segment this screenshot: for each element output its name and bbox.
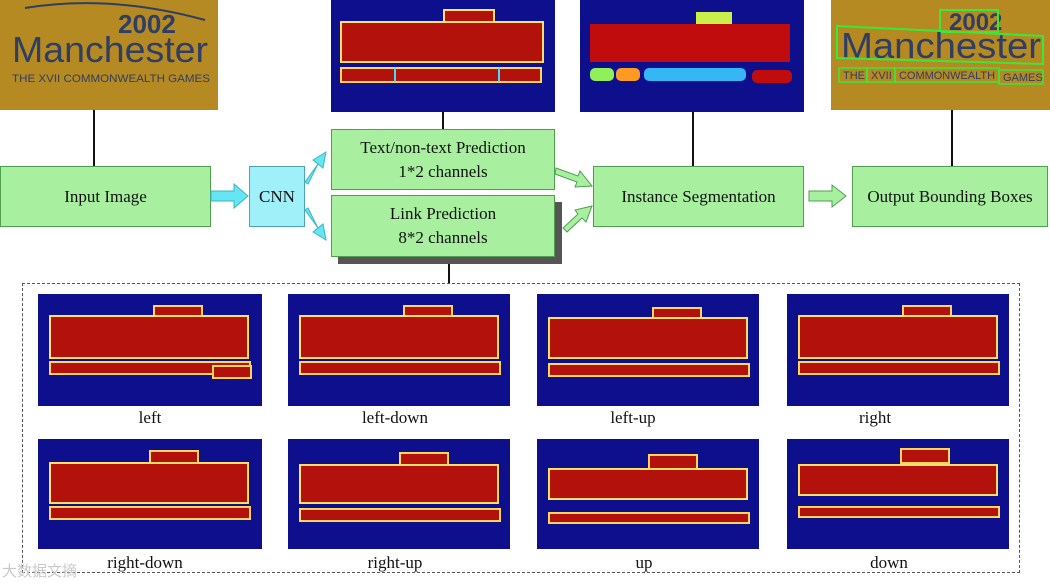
output-photo-connector xyxy=(951,110,953,166)
link-map-left xyxy=(38,294,262,406)
link-map-label-down: down xyxy=(870,553,908,572)
link-map-label-up: up xyxy=(635,553,653,572)
link-maps-connector xyxy=(448,264,450,284)
input-photo-connector xyxy=(93,110,95,166)
arrow-seg-to-output xyxy=(808,183,847,209)
link-map-label-right: right xyxy=(858,408,892,427)
cnn-label: CNN xyxy=(259,186,295,206)
arrows-layer xyxy=(210,150,847,242)
input-image-label: Input Image xyxy=(64,186,147,206)
link-map-right-down xyxy=(38,439,262,549)
arrow-cnn-to-link xyxy=(304,207,327,242)
link-map-label-left-up: left-up xyxy=(610,408,656,427)
input-photo-year: 2002 xyxy=(118,9,176,39)
link-prediction-channels: 8*2 channels xyxy=(398,228,488,247)
segmentation-connector xyxy=(692,112,694,166)
link-map-label-left: left xyxy=(138,408,162,427)
output-bounding-boxes-photo: 2002 Manchester THE XVII COMMONWEALTH GA… xyxy=(831,0,1050,110)
output-photo-word-3: COMMONWEALTH xyxy=(899,70,995,82)
link-prediction-title: Link Prediction xyxy=(389,204,497,223)
text-prediction-channels: 1*2 channels xyxy=(398,161,488,181)
instance-segmentation-map xyxy=(580,0,804,112)
instance-segmentation-label: Instance Segmentation xyxy=(621,186,776,206)
arrow-input-to-cnn xyxy=(210,182,249,210)
arrow-link-to-seg xyxy=(562,205,593,233)
watermark: 大数据文摘 xyxy=(2,562,78,580)
input-photo-city: Manchester xyxy=(12,29,208,70)
cnn-box: CNN xyxy=(249,166,305,227)
link-maps-frame xyxy=(22,283,1020,573)
output-photo-word-4: GAMES xyxy=(1003,72,1043,84)
link-map-right xyxy=(787,294,1009,406)
link-map-label-left-down: left-down xyxy=(361,408,429,427)
link-map-left-up xyxy=(537,294,759,406)
input-photo-subtitle: THE XVII COMMONWEALTH GAMES xyxy=(12,73,210,85)
link-prediction-box: Link Prediction 8*2 channels xyxy=(331,195,555,257)
text-prediction-heatmap xyxy=(331,0,555,112)
link-map-right-up xyxy=(288,439,510,549)
link-map-up xyxy=(537,439,759,549)
link-map-label-right-down: right-down xyxy=(107,553,183,572)
text-prediction-box: Text/non-text Prediction 1*2 channels xyxy=(331,129,555,190)
input-image-photo: 2002 Manchester THE XVII COMMONWEALTH GA… xyxy=(0,0,218,110)
output-bounding-boxes-label: Output Bounding Boxes xyxy=(867,186,1033,206)
input-image-box: Input Image xyxy=(0,166,211,227)
arrow-cnn-to-text xyxy=(304,150,327,185)
text-prediction-title: Text/non-text Prediction xyxy=(360,137,526,157)
arrow-text-to-seg xyxy=(554,167,593,188)
output-photo-word-1: THE xyxy=(843,70,865,82)
instance-segmentation-box: Instance Segmentation xyxy=(593,166,804,227)
text-heatmap-connector xyxy=(442,112,444,129)
link-map-left-down xyxy=(288,294,510,406)
link-map-label-right-up: right-up xyxy=(367,553,423,572)
output-bounding-boxes-box: Output Bounding Boxes xyxy=(852,166,1048,227)
output-photo-word-2: XVII xyxy=(871,70,892,82)
link-map-down xyxy=(787,439,1009,549)
